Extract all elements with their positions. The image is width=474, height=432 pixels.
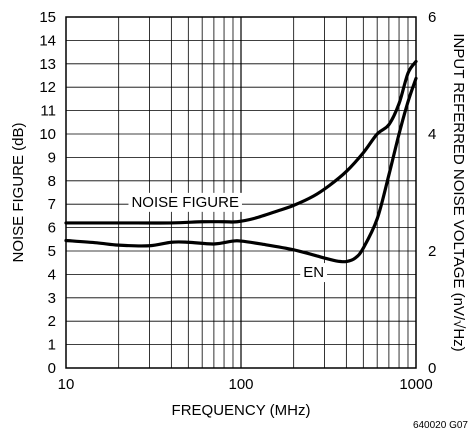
y-right-axis-title: INPUT REFERRED NOISE VOLTAGE (nV/√Hz) xyxy=(450,33,467,351)
en-series-label: EN xyxy=(303,264,324,281)
y-left-tick-label: 7 xyxy=(48,196,56,213)
x-tick-label: 100 xyxy=(228,376,253,393)
y-left-tick-label: 3 xyxy=(48,290,56,307)
y-left-tick-label: 0 xyxy=(48,360,56,377)
y-right-tick-label: 4 xyxy=(428,126,436,143)
x-tick-label: 10 xyxy=(58,376,75,393)
y-left-tick-label: 1 xyxy=(48,337,56,354)
y-left-tick-label: 15 xyxy=(39,9,56,26)
y-left-tick-label: 10 xyxy=(39,126,56,143)
y-left-tick-label: 2 xyxy=(48,313,56,330)
y-left-tick-label: 4 xyxy=(48,266,56,283)
figure-code-note: 640020 G07 xyxy=(413,420,468,431)
y-right-tick-label: 6 xyxy=(428,9,436,26)
y-right-tick-label: 2 xyxy=(428,243,436,260)
x-axis-title: FREQUENCY (MHz) xyxy=(172,402,311,419)
y-left-tick-label: 11 xyxy=(40,103,56,120)
y-left-axis-title: NOISE FIGURE (dB) xyxy=(10,122,27,262)
x-tick-label: 1000 xyxy=(399,376,432,393)
y-left-tick-label: 8 xyxy=(48,173,56,190)
y-right-tick-label: 0 xyxy=(428,360,436,377)
noise-figure-series-label: NOISE FIGURE xyxy=(131,194,239,211)
y-left-tick-label: 9 xyxy=(48,149,56,166)
y-left-tick-label: 5 xyxy=(48,243,56,260)
y-left-tick-label: 6 xyxy=(48,220,56,237)
y-left-tick-label: 14 xyxy=(39,32,56,49)
y-left-tick-label: 12 xyxy=(39,79,56,96)
y-left-tick-label: 13 xyxy=(39,56,56,73)
